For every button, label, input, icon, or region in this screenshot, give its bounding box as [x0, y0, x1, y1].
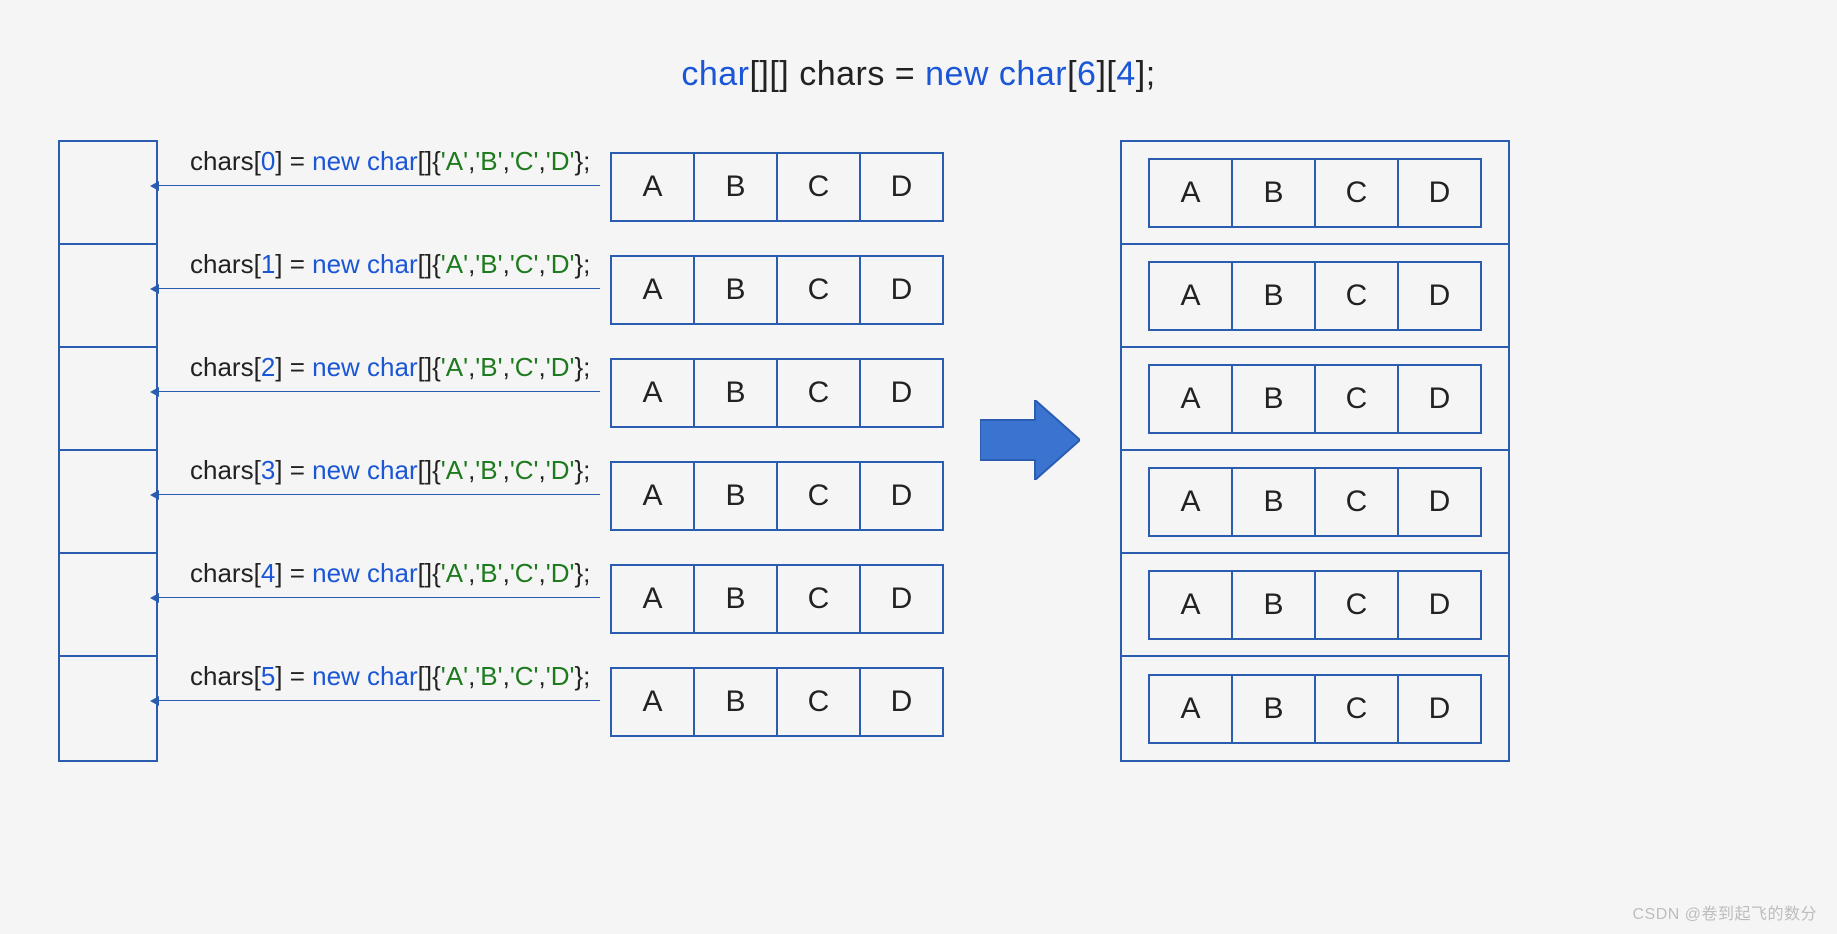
outer-slot — [60, 657, 156, 760]
result-cell: B — [1231, 261, 1316, 331]
assignment-code: chars[5] = new char[]{'A','B','C','D'}; — [190, 661, 590, 692]
inner-array: ABCD — [610, 255, 944, 325]
assignment-code: chars[2] = new char[]{'A','B','C','D'}; — [190, 352, 590, 383]
result-2d-array: ABCDABCDABCDABCDABCDABCD — [1120, 140, 1510, 762]
result-cell: A — [1148, 364, 1233, 434]
assignment-row: chars[0] = new char[]{'A','B','C','D'}; A… — [190, 140, 970, 243]
assignment-code: chars[1] = new char[]{'A','B','C','D'}; — [190, 249, 590, 280]
array-cell: D — [859, 255, 944, 325]
assignment-code: chars[3] = new char[]{'A','B','C','D'}; — [190, 455, 590, 486]
result-cell: D — [1397, 364, 1482, 434]
array-cell: B — [693, 152, 778, 222]
result-cell: A — [1148, 261, 1233, 331]
result-cell: C — [1314, 364, 1399, 434]
array-cell: A — [610, 152, 695, 222]
array-cell: B — [693, 667, 778, 737]
array-cell: C — [776, 255, 861, 325]
result-cell: A — [1148, 158, 1233, 228]
pointer-arrow — [158, 391, 600, 392]
result-cell: C — [1314, 261, 1399, 331]
array-cell: C — [776, 667, 861, 737]
array-cell: B — [693, 564, 778, 634]
result-row: ABCD — [1122, 554, 1508, 657]
result-cell: D — [1397, 158, 1482, 228]
array-cell: A — [610, 667, 695, 737]
pointer-arrow — [158, 288, 600, 289]
inner-array: ABCD — [610, 358, 944, 428]
assignment-code: chars[0] = new char[]{'A','B','C','D'}; — [190, 146, 590, 177]
assignment-row: chars[1] = new char[]{'A','B','C','D'}; A… — [190, 243, 970, 346]
result-cell: B — [1231, 364, 1316, 434]
watermark-text: CSDN @卷到起飞的数分 — [1632, 900, 1817, 924]
outer-array-column — [58, 140, 158, 762]
result-row: ABCD — [1122, 657, 1508, 760]
inner-array: ABCD — [610, 564, 944, 634]
result-row: ABCD — [1122, 451, 1508, 554]
array-cell: B — [693, 358, 778, 428]
inner-array: ABCD — [610, 461, 944, 531]
assignment-code: chars[4] = new char[]{'A','B','C','D'}; — [190, 558, 590, 589]
result-cell: D — [1397, 570, 1482, 640]
result-cell: C — [1314, 158, 1399, 228]
array-cell: B — [693, 461, 778, 531]
array-cell: C — [776, 461, 861, 531]
result-cell: A — [1148, 467, 1233, 537]
outer-slot — [60, 348, 156, 451]
result-cell: B — [1231, 674, 1316, 744]
result-cell: D — [1397, 674, 1482, 744]
result-cell: C — [1314, 570, 1399, 640]
array-cell: A — [610, 255, 695, 325]
array-cell: C — [776, 564, 861, 634]
pointer-arrow — [158, 494, 600, 495]
array-cell: B — [693, 255, 778, 325]
result-cell: B — [1231, 467, 1316, 537]
array-cell: D — [859, 461, 944, 531]
declaration-title: char[][] chars = new char[6][4]; — [0, 55, 1837, 94]
inner-array: ABCD — [610, 152, 944, 222]
assignment-row: chars[3] = new char[]{'A','B','C','D'}; A… — [190, 449, 970, 552]
result-row: ABCD — [1122, 245, 1508, 348]
pointer-arrow — [158, 185, 600, 186]
outer-slot — [60, 451, 156, 554]
array-cell: D — [859, 358, 944, 428]
pointer-arrow — [158, 597, 600, 598]
outer-slot — [60, 142, 156, 245]
array-cell: A — [610, 564, 695, 634]
array-cell: D — [859, 152, 944, 222]
array-cell: D — [859, 564, 944, 634]
outer-slot — [60, 245, 156, 348]
assignments-area: chars[0] = new char[]{'A','B','C','D'}; A… — [190, 140, 970, 758]
big-arrow-icon — [980, 400, 1080, 480]
result-cell: C — [1314, 467, 1399, 537]
result-cell: A — [1148, 674, 1233, 744]
array-cell: D — [859, 667, 944, 737]
result-row: ABCD — [1122, 348, 1508, 451]
result-cell: D — [1397, 467, 1482, 537]
result-cell: B — [1231, 570, 1316, 640]
assignment-row: chars[2] = new char[]{'A','B','C','D'}; A… — [190, 346, 970, 449]
assignment-row: chars[5] = new char[]{'A','B','C','D'}; A… — [190, 655, 970, 758]
array-cell: A — [610, 461, 695, 531]
result-cell: D — [1397, 261, 1482, 331]
result-cell: C — [1314, 674, 1399, 744]
pointer-arrow — [158, 700, 600, 701]
array-cell: C — [776, 358, 861, 428]
result-cell: A — [1148, 570, 1233, 640]
array-cell: A — [610, 358, 695, 428]
result-cell: B — [1231, 158, 1316, 228]
array-cell: C — [776, 152, 861, 222]
assignment-row: chars[4] = new char[]{'A','B','C','D'}; A… — [190, 552, 970, 655]
result-row: ABCD — [1122, 142, 1508, 245]
inner-array: ABCD — [610, 667, 944, 737]
outer-slot — [60, 554, 156, 657]
